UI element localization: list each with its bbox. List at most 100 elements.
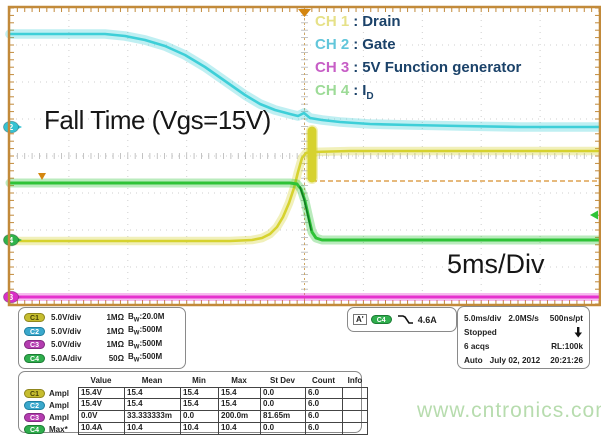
legend-signal-label: Gate — [362, 36, 396, 53]
measurement-label: C1 Ampl — [22, 387, 78, 399]
time-value: 20:21:26 — [550, 355, 583, 365]
bandwidth-limit: BW:500M — [128, 338, 163, 351]
channel-badge: C4 — [24, 424, 45, 434]
ch4-id-fall-dark — [299, 186, 312, 231]
measurement-cell: 33.333333m — [124, 411, 180, 423]
legend-channel-name: CH 2 — [315, 36, 350, 53]
bandwidth-limit: BW:500M — [128, 325, 163, 338]
input-impedance: 1MΩ — [106, 326, 124, 336]
channel-badge: C1 — [24, 388, 45, 398]
column-header: Max — [231, 376, 247, 385]
channel-4-position-marker[interactable] — [3, 233, 19, 247]
measurement-label: C4 Max* — [22, 423, 78, 435]
legend-row: CH 3:5V Function generator — [315, 56, 521, 79]
oscilloscope-screen: 2 4 3 — [3, 5, 601, 307]
measurement-row[interactable]: C2 Ampl 15.4V 15.4 15.4 15.4 0.0 6.0 — [22, 399, 368, 411]
measurement-table[interactable]: Value Mean Min Max St Dev Count Info C1 Ampl 15.4… — [18, 371, 368, 435]
measurement-row[interactable]: C3 Ampl 0.0V 33.333333m 0.0 200.0m 81.65m 6.0 — [22, 411, 368, 423]
legend-channel-name: CH 1 — [315, 13, 350, 30]
volts-per-div: 5.0V/div — [51, 340, 82, 350]
measurement-cell: 0.0 — [260, 399, 305, 411]
measurement-name: Ampl — [49, 400, 69, 410]
measurement-cell: 0.0 — [260, 423, 305, 435]
measurement-name: Ampl — [49, 412, 69, 422]
measurement-cell: 15.4V — [78, 399, 124, 411]
timebase-readout-box[interactable]: 5.0ms/div 2.0MS/s 500ns/pt Stopped 6 acqs… — [457, 306, 590, 369]
measurement-cell: 10.4 — [218, 423, 260, 435]
legend-channel-name: CH 3 — [315, 59, 350, 76]
legend-separator: : — [353, 13, 359, 30]
channel-setting-row[interactable]: C2 5.0V/div 1MΩ BW:500M — [24, 325, 180, 339]
channel-setting-row[interactable]: C4 5.0A/div 50Ω BW:500M — [24, 352, 180, 366]
channel-badge: C3 — [24, 412, 45, 422]
legend-signal-label: Drain — [362, 13, 401, 30]
channel-setting-row[interactable]: C3 5.0V/div 1MΩ BW:500M — [24, 338, 180, 352]
measurement-label: C2 Ampl — [22, 399, 78, 411]
watermark-text: www.cntronics.com — [417, 399, 601, 422]
legend-row: CH 2: Gate — [315, 33, 521, 56]
graticule-border — [7, 5, 601, 307]
trigger-readout-box[interactable]: A' C4 4.6A — [347, 307, 457, 332]
input-impedance: 1MΩ — [106, 340, 124, 350]
volts-per-div: 5.0V/div — [51, 313, 82, 323]
measurement-cell: 10.4 — [180, 423, 218, 435]
column-header: Info — [347, 376, 363, 385]
column-header: St Dev — [270, 376, 295, 385]
measurement-cell: 0.0 — [260, 387, 305, 399]
annotation-title: Fall Time (Vgs=15V) — [44, 105, 271, 135]
channel-badge: C4 — [24, 353, 45, 363]
resolution-value: 500ns/pt — [549, 313, 583, 323]
measurement-cell — [342, 423, 368, 435]
measurement-label: C3 Ampl — [22, 411, 78, 423]
measurement-cell: 6.0 — [305, 387, 342, 399]
measurement-name: Max* — [49, 424, 68, 434]
measurement-cell: 15.4 — [180, 387, 218, 399]
header-spacer — [22, 374, 78, 387]
record-length: RL:100k — [551, 341, 583, 351]
channel-2-position-marker[interactable] — [3, 120, 19, 134]
trigger-source-badge: C4 — [370, 315, 392, 324]
measurement-row[interactable]: C4 Max* 10.4A 10.4 10.4 10.4 0.0 6.0 — [22, 423, 368, 435]
measurement-cell: 15.4 — [124, 387, 180, 399]
measurement-cell: 81.65m — [260, 411, 305, 423]
measurement-row[interactable]: C1 Ampl 15.4V 15.4 15.4 15.4 0.0 6.0 — [22, 387, 368, 399]
channel-badge: C3 — [24, 340, 45, 350]
trigger-aux-label: A' — [353, 314, 367, 325]
channel-setting-row[interactable]: C1 5.0V/div 1MΩ BW:20.0M — [24, 311, 180, 325]
trigger-level-marker[interactable] — [38, 173, 46, 180]
legend-separator: : — [353, 82, 359, 99]
measurement-cell: 6.0 — [305, 399, 342, 411]
measurement-name: Ampl — [49, 388, 69, 398]
measurement-cell: 15.4 — [218, 399, 260, 411]
trigger-position-marker[interactable] — [298, 9, 311, 17]
measurement-cell: 6.0 — [305, 411, 342, 423]
measurement-cell: 10.4 — [124, 423, 180, 435]
input-impedance: 50Ω — [108, 353, 124, 363]
scope-markers: 2 4 3 — [3, 9, 598, 304]
legend-separator: : — [353, 36, 359, 53]
trigger-mode-and-date: Auto July 02, 2012 — [464, 355, 541, 365]
bandwidth-limit: BW:20.0M — [128, 311, 165, 324]
ch1-drain-trace — [8, 149, 601, 243]
falling-edge-icon — [397, 315, 413, 324]
channel-badge: C2 — [24, 400, 45, 410]
legend-signal-label: I — [362, 82, 367, 99]
column-header: Count — [311, 376, 336, 385]
measurement-cell: 6.0 — [305, 423, 342, 435]
channel-settings-box[interactable]: C1 5.0V/div 1MΩ BW:20.0M C2 5.0V/div 1MΩ BW:500… — [18, 307, 186, 369]
volts-per-div: 5.0A/div — [51, 353, 82, 363]
waveform-traces — [5, 29, 601, 301]
volts-per-div: 5.0V/div — [51, 326, 82, 336]
measurement-cell — [342, 399, 368, 411]
channel-badge: C2 — [24, 326, 45, 336]
legend-signal-label: 5V Function generator — [362, 59, 522, 76]
column-header: Value — [90, 376, 112, 385]
channel-3-position-marker[interactable] — [3, 290, 19, 304]
legend-channel-name: CH 4 — [315, 82, 350, 99]
channel-marker-label: 3 — [9, 293, 14, 302]
measurement-cell: 200.0m — [218, 411, 260, 423]
column-header: Min — [192, 376, 206, 385]
measurement-cell: 15.4 — [218, 387, 260, 399]
ch4-level-arrow — [590, 210, 598, 220]
